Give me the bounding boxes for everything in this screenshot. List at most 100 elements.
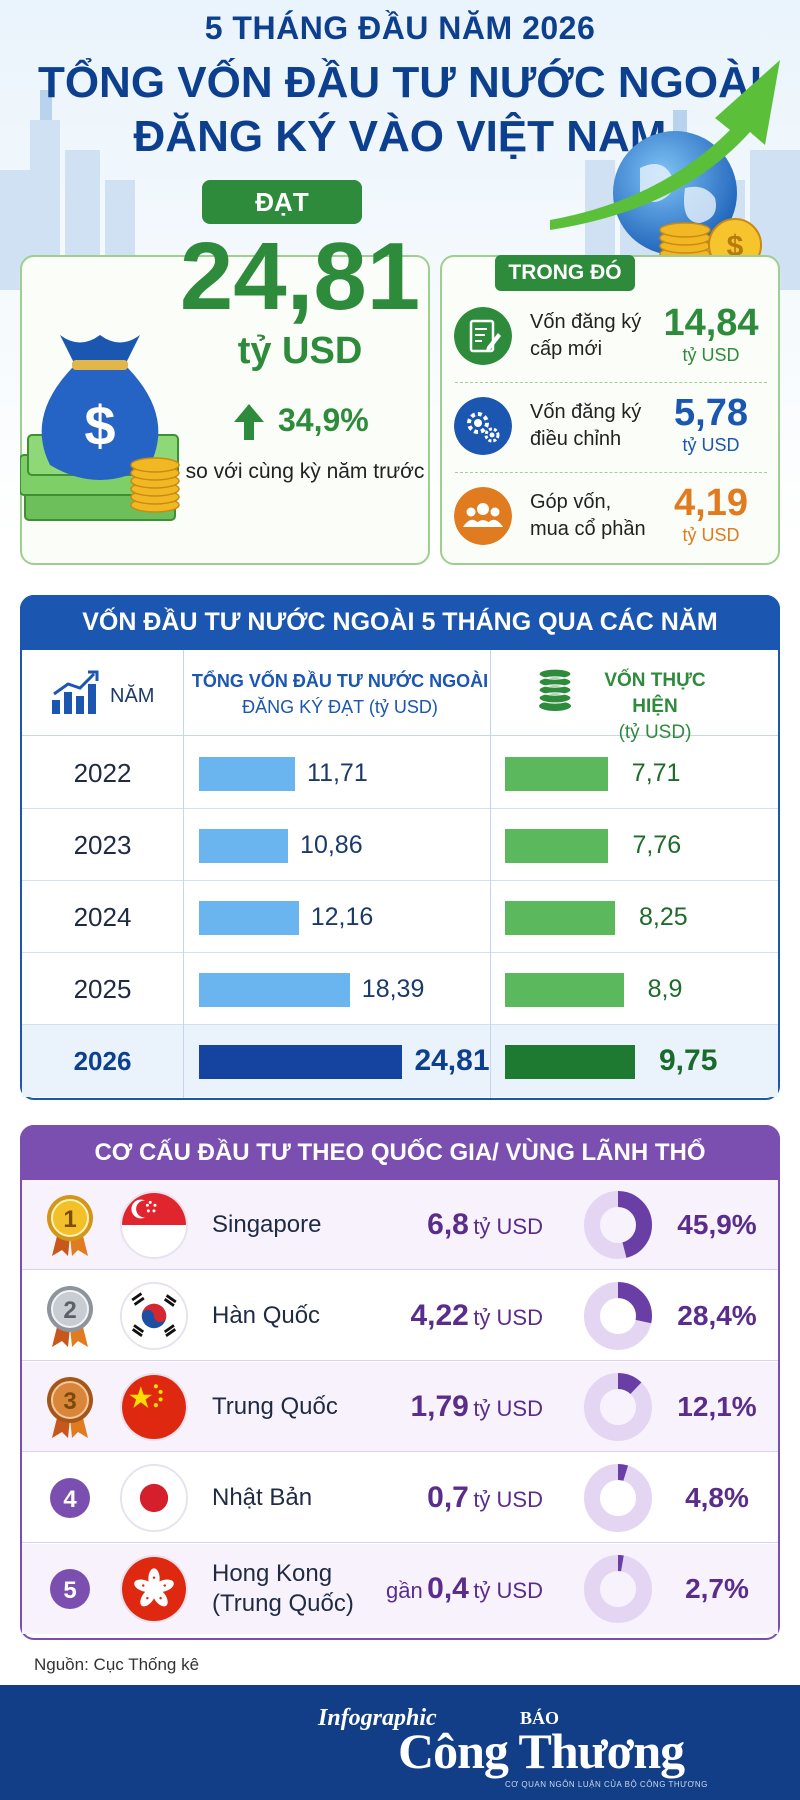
disbursed-capital-bar [505,973,624,1007]
share-percent: 12,1% [677,1391,757,1422]
registered-capital-bar [199,973,350,1007]
svg-text:2: 2 [63,1297,76,1324]
country-row: 3 Trung Quốc 1,79 tỷ USD 12,1% [22,1362,778,1452]
arrow-up-icon [234,404,264,440]
svg-text:$: $ [84,394,115,457]
source-note: Nguồn: Cục Thống kê [34,1655,200,1674]
share-donut-chart [582,1280,654,1352]
coins-icon [538,668,572,711]
country-name: Trung Quốc [212,1393,338,1420]
registered-capital-value: 24,81 [414,1044,490,1077]
year-label: 2024 [73,902,132,932]
svg-text:4: 4 [63,1486,77,1513]
korea-flag-icon [120,1282,188,1350]
breakdown-value: 4,19 [674,482,748,524]
breakdown-row-shares: Góp vốn, mua cổ phần 4,19 tỷ USD [452,475,770,559]
year-row: 2022 11,71 7,71 [22,737,778,809]
breakdown-unit: tỷ USD [682,525,740,545]
disbursed-capital-bar [505,1045,635,1079]
country-amount: 0,7 tỷ USD [427,1481,543,1514]
breakdown-value: 5,78 [674,392,748,434]
country-name: Nhật Bản [212,1484,313,1511]
growth-arrow-icon [550,60,780,230]
singapore-flag-icon [120,1191,188,1259]
total-value: 24,81 [179,223,421,330]
people-group-icon [454,487,512,545]
donut-slice [584,1555,652,1623]
money-bag-icon: $ [20,335,180,521]
rank-medal-icon: 3 [40,1374,100,1440]
china-flag-icon [120,1373,188,1441]
breakdown-badge: TRONG ĐÓ [495,255,635,291]
rank-medal-icon: 5 [40,1556,100,1622]
registered-capital-bar [199,901,299,935]
achieved-badge: ĐẠT [202,180,362,224]
year-row: 2025 18,39 8,9 [22,953,778,1025]
breakdown-label: Vốn đăng ký cấp mới [530,311,642,360]
breakdown-unit: tỷ USD [682,435,740,455]
disbursed-capital-value: 8,25 [639,903,688,931]
year-row: 2026 24,81 9,75 [22,1025,778,1097]
disbursed-capital-value: 8,9 [647,975,683,1003]
hongkong-flag-icon [120,1555,188,1623]
growth-percent: 34,9% [278,402,369,438]
registered-capital-value: 10,86 [300,831,363,859]
country-row: 2 Hàn Quốc 4,22 tỷ USD 28,4% [22,1271,778,1361]
header-period: 5 THÁNG ĐẦU NĂM 2026 [204,10,596,46]
column-header-disbursed: VỐN THỰC HIỆN (tỷ USD) [604,670,706,743]
gears-icon [454,397,512,455]
rank-medal-icon: 2 [40,1283,100,1349]
divider [455,382,767,383]
divider [455,472,767,473]
rank-medal-icon: 4 [40,1465,100,1531]
breakdown-label: Góp vốn, mua cổ phần [530,491,646,540]
disbursed-capital-value: 7,71 [631,759,681,787]
years-table-header [22,650,778,736]
country-row: 4 Nhật Bản 0,7 tỷ USD 4,8% [22,1453,778,1543]
year-row: 2024 12,16 8,25 [22,881,778,953]
bar-chart-icon [52,670,99,714]
year-label: 2023 [73,830,132,860]
donut-slice [584,1373,652,1441]
svg-text:3: 3 [63,1388,76,1415]
registered-capital-bar [199,829,289,863]
donut-slice [584,1191,652,1259]
country-name: Hàn Quốc [212,1302,321,1329]
registered-capital-bar [199,1045,403,1079]
column-header-registered: TỔNG VỐN ĐẦU TƯ NƯỚC NGOÀI ĐĂNG KÝ ĐẠT (… [191,671,489,717]
country-row: 1 Singapore 6,8 tỷ USD 45,9% [22,1180,778,1270]
years-table-title: VỐN ĐẦU TƯ NƯỚC NGOÀI 5 THÁNG QUA CÁC NĂ… [20,595,780,650]
year-label: 2026 [73,1046,132,1076]
donut-slice [584,1464,652,1532]
year-row: 2023 10,86 7,76 [22,809,778,881]
breakdown-label: Vốn đăng ký điều chỉnh [530,401,642,450]
column-header-year: NĂM [110,685,155,707]
disbursed-capital-bar [505,757,608,791]
breakdown-row-adjusted: Vốn đăng ký điều chỉnh 5,78 tỷ USD [452,385,770,469]
svg-text:1: 1 [63,1206,76,1233]
breakdown-unit: tỷ USD [682,345,740,365]
rank-medal-icon: 1 [40,1192,100,1258]
total-unit: tỷ USD [237,330,363,372]
country-amount: gần 0,4 tỷ USD [385,1572,543,1605]
growth-note: so với cùng kỳ năm trước [185,460,425,483]
footer-bao-label: BÁO [520,1708,560,1728]
registered-capital-value: 11,71 [307,759,368,787]
countries-table-title: CƠ CẤU ĐẦU TƯ THEO QUỐC GIA/ VÙNG LÃNH T… [20,1125,780,1180]
footer-infographic-label: Infographic [318,1705,437,1731]
share-percent: 4,8% [685,1482,749,1513]
column-divider [490,650,491,1098]
donut-slice [584,1282,652,1350]
column-divider [183,650,184,1098]
country-amount: 4,22 tỷ USD [410,1299,543,1332]
registered-capital-value: 12,16 [310,903,374,931]
japan-flag-icon [120,1464,188,1532]
country-name: Singapore [212,1211,322,1238]
header-title-line1: TỔNG VỐN ĐẦU TƯ NƯỚC NGOÀI [37,58,763,107]
footer-brand-logo: Công Thương [398,1723,685,1779]
country-name: Hong Kong (Trung Quốc) [212,1560,354,1617]
share-donut-chart [582,1371,654,1443]
share-donut-chart [582,1553,654,1625]
svg-text:$: $ [727,230,744,263]
disbursed-capital-value: 7,76 [632,831,682,859]
